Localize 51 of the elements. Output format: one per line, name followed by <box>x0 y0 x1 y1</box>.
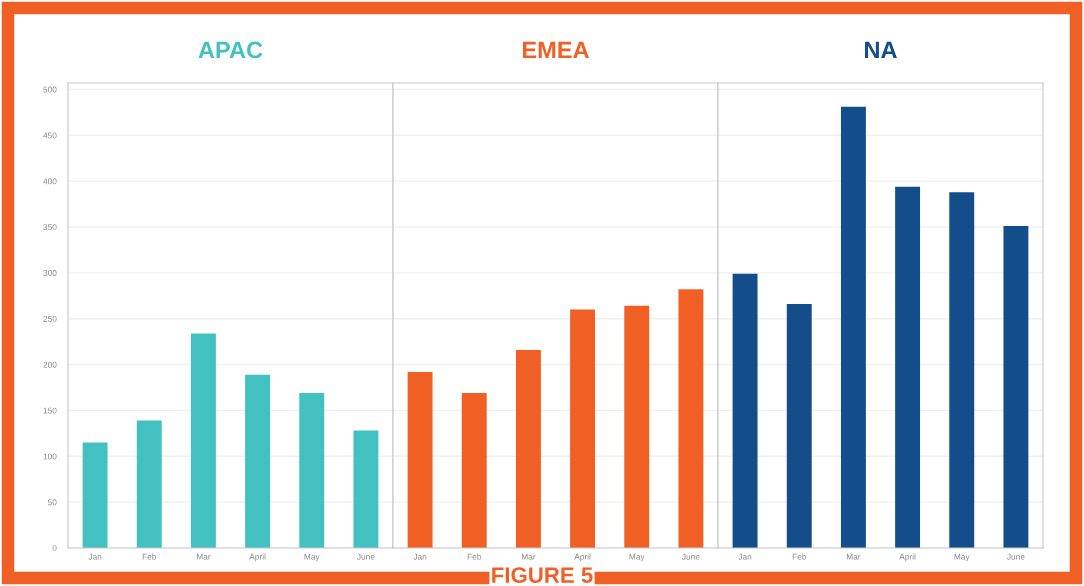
x-tick-label: Mar <box>846 553 861 560</box>
y-tick-label: 150 <box>43 407 57 414</box>
bar <box>461 393 487 548</box>
bar <box>353 430 379 548</box>
y-tick-label: 450 <box>43 132 57 139</box>
x-tick-label: Jan <box>738 553 752 560</box>
bar <box>1003 226 1029 548</box>
bar <box>895 186 921 548</box>
x-tick-label: Feb <box>142 553 157 560</box>
bar <box>570 309 596 548</box>
bar <box>299 393 325 548</box>
bar <box>624 305 650 548</box>
y-tick-label: 500 <box>43 86 57 93</box>
bar <box>407 371 433 548</box>
y-tick-label: 250 <box>43 315 57 322</box>
x-tick-label: Jan <box>88 553 102 560</box>
x-tick-label: Feb <box>467 553 482 560</box>
bar <box>840 106 866 548</box>
bar <box>515 349 541 548</box>
bar <box>949 192 975 548</box>
x-tick-label: Mar <box>196 553 211 560</box>
x-tick-label: May <box>629 553 645 562</box>
x-tick-label: April <box>574 553 591 562</box>
x-tick-label: June <box>357 553 375 560</box>
bar <box>732 273 758 548</box>
y-tick-label: 100 <box>43 453 57 460</box>
x-tick-label: April <box>249 553 266 562</box>
y-tick-label: 0 <box>52 545 57 552</box>
y-tick-label: 300 <box>43 270 57 276</box>
chart-title: APAC <box>198 41 263 59</box>
x-tick-label: Feb <box>792 553 807 560</box>
chart-title: NA <box>865 41 897 59</box>
bar <box>245 374 271 548</box>
y-tick-label: 400 <box>43 178 57 185</box>
y-tick-label: 50 <box>47 499 57 506</box>
x-tick-label: Mar <box>521 553 536 560</box>
bar <box>82 442 108 548</box>
bar <box>678 289 704 548</box>
bar <box>190 333 216 548</box>
chart-title: EMEA <box>522 41 589 59</box>
x-tick-label: June <box>1007 553 1025 560</box>
x-tick-label: May <box>304 553 320 562</box>
bar <box>786 304 812 548</box>
x-tick-label: June <box>682 553 700 560</box>
caption: FIGURE 5 <box>492 567 593 583</box>
bar <box>136 420 162 548</box>
x-tick-label: May <box>954 553 970 562</box>
x-tick-label: Jan <box>413 553 427 560</box>
y-tick-label: 200 <box>43 361 57 368</box>
y-tick-label: 350 <box>43 224 57 231</box>
x-tick-label: April <box>899 553 916 562</box>
